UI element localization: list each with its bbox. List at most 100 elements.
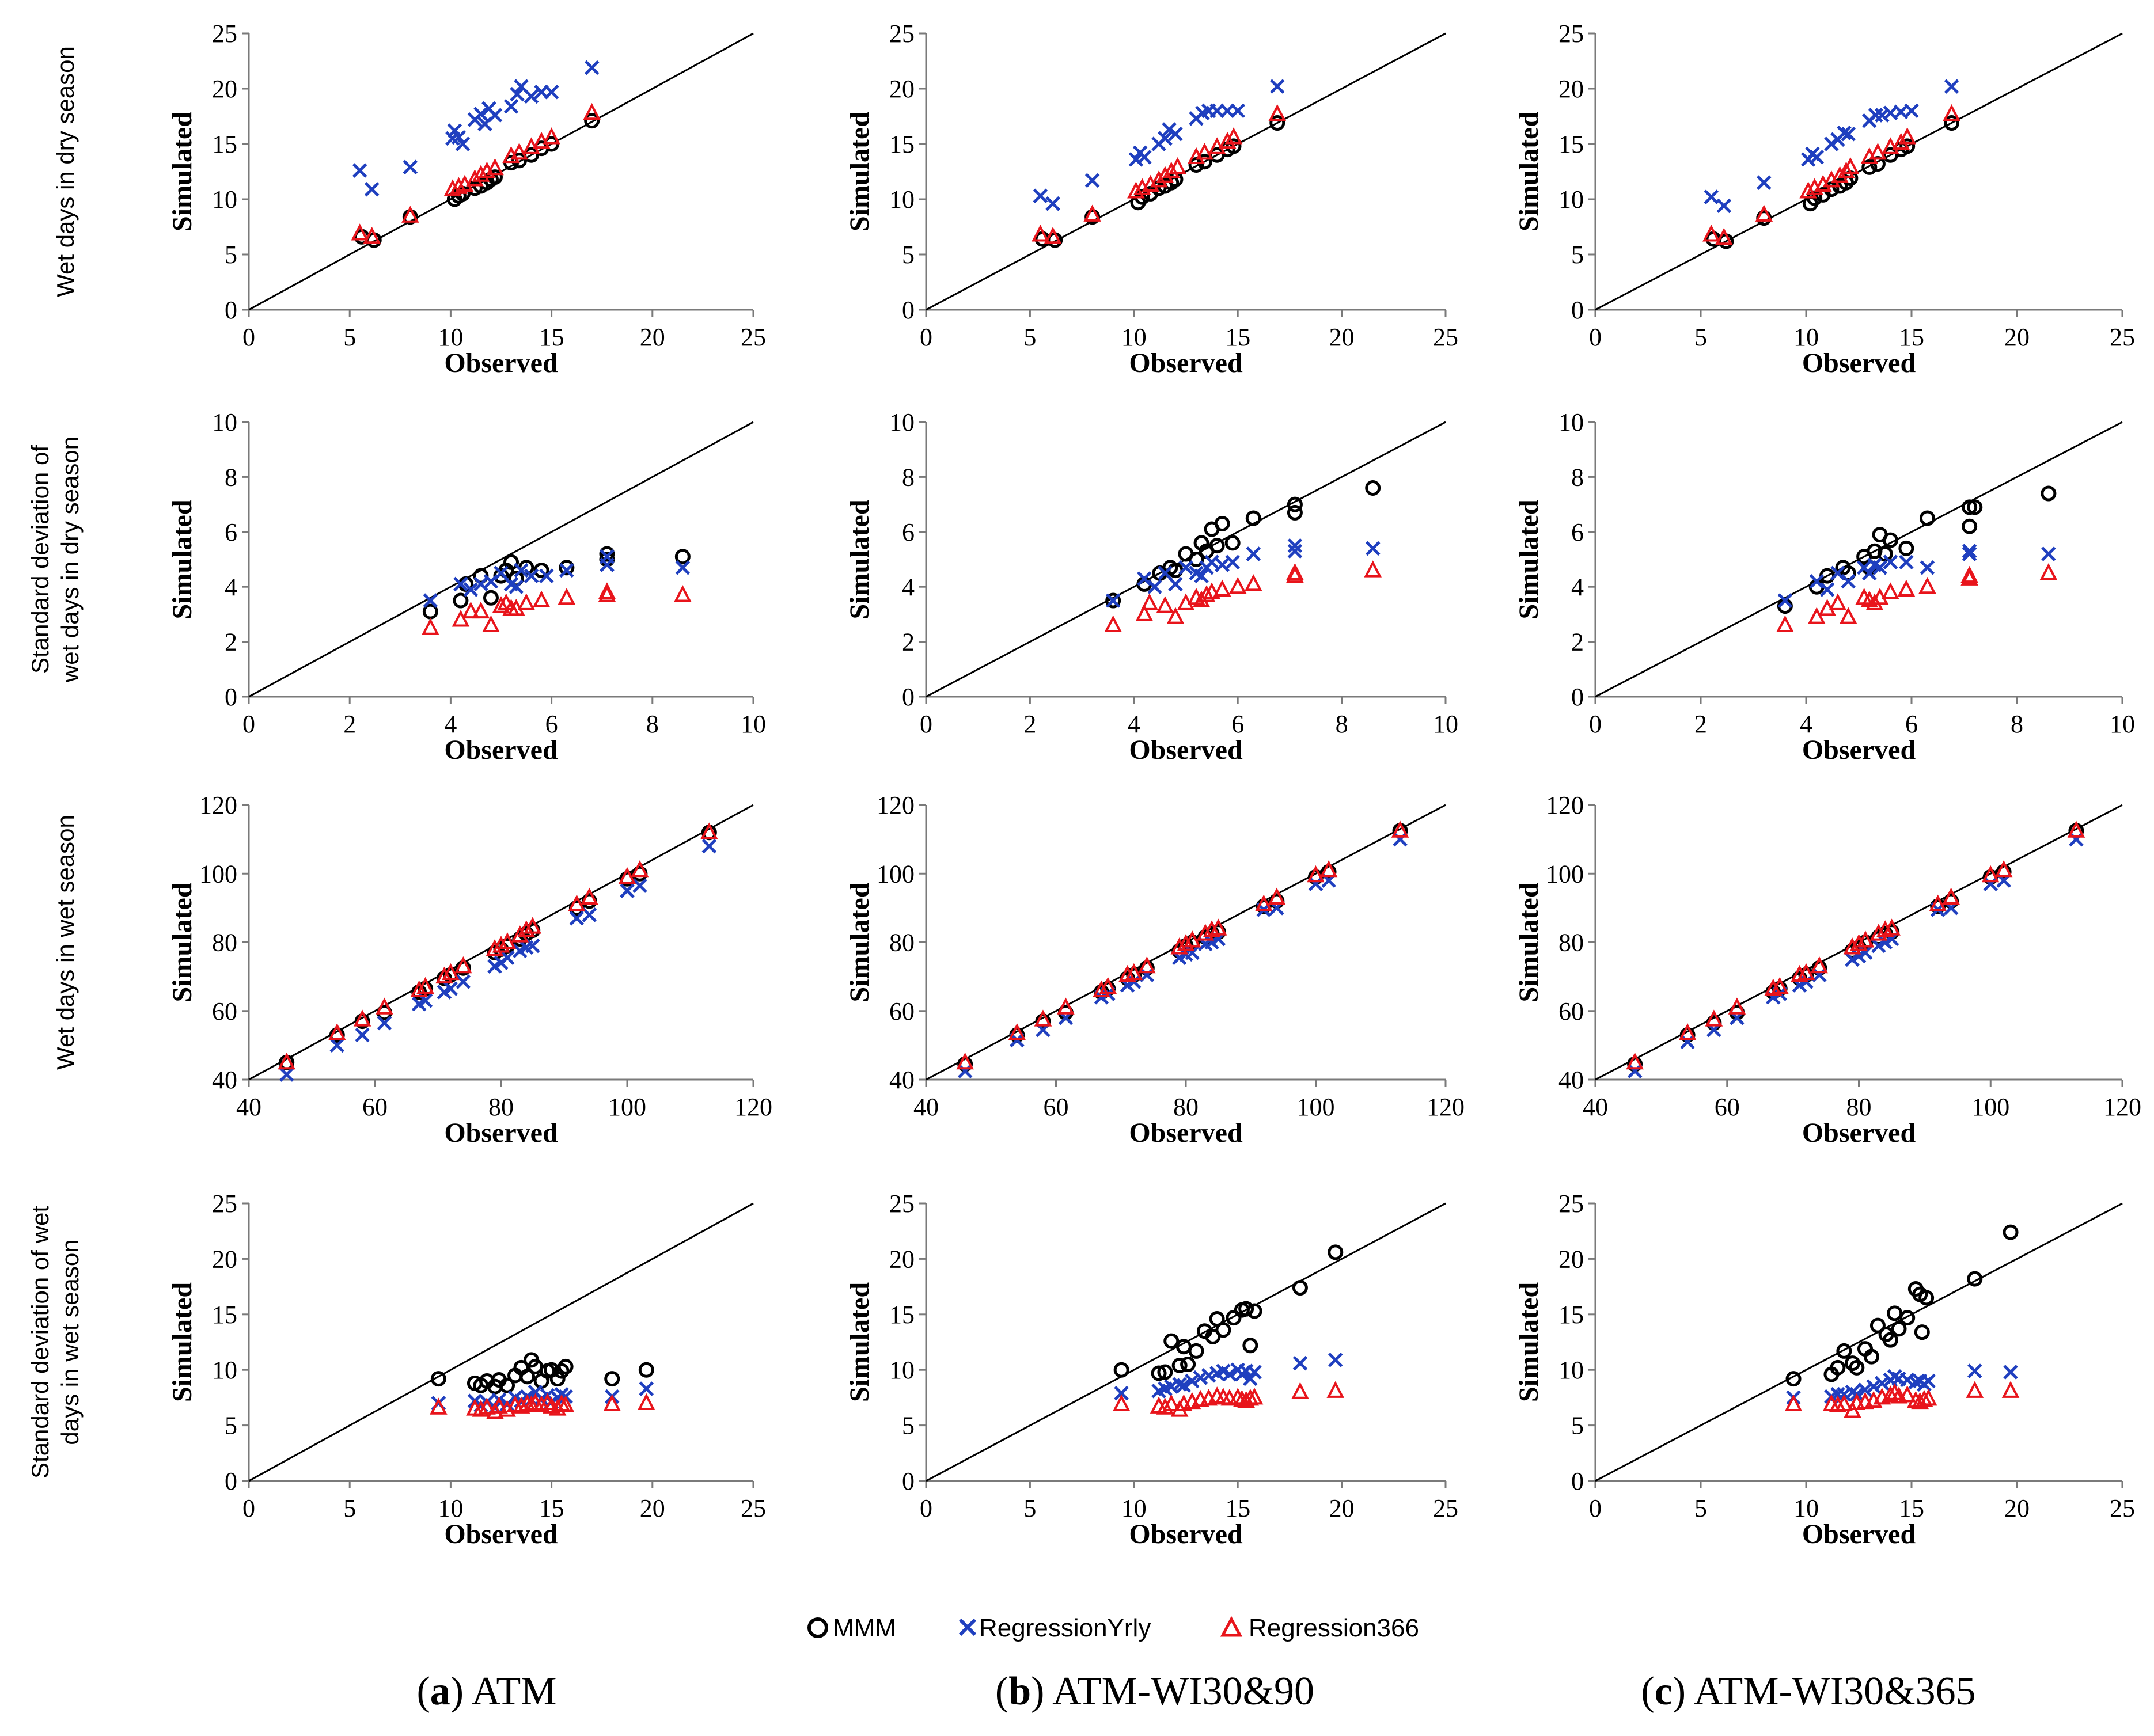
- y-tick-label: 60: [1558, 997, 1584, 1025]
- point-regressionyrly: [1243, 1371, 1258, 1386]
- x-tick-label: 25: [1433, 323, 1458, 351]
- point-regressionyrly: [509, 579, 524, 594]
- point-regression366: [1268, 887, 1286, 905]
- point-regression366: [581, 887, 598, 905]
- y-tick-label: 4: [225, 573, 237, 601]
- x-tick-label: 25: [2110, 323, 2135, 351]
- point-regression366: [1218, 131, 1237, 149]
- y-tick-label: 10: [212, 1356, 237, 1384]
- y-tick-label: 0: [225, 296, 237, 324]
- point-regressionyrly: [1866, 1379, 1881, 1394]
- point-mmm: [1256, 898, 1272, 914]
- point-regression366: [1209, 918, 1227, 936]
- series-regressionyrly: [1105, 538, 1381, 608]
- point-regression366: [1705, 1009, 1723, 1027]
- y-tick-label: 2: [902, 628, 915, 656]
- point-regressionyrly: [1185, 1373, 1200, 1389]
- point-regression366: [1981, 865, 2000, 883]
- x-tick-label: 15: [539, 1494, 564, 1522]
- row-label-0: Wet days in dry season: [52, 46, 79, 297]
- x-tick-label: 20: [1329, 1494, 1355, 1522]
- point-regression366: [510, 143, 528, 160]
- y-tick-label: 10: [889, 185, 915, 214]
- point-mmm: [1944, 115, 1960, 131]
- series-regressionyrly: [423, 549, 691, 608]
- x-tick-label: 10: [1793, 1494, 1819, 1522]
- point-regression366: [1856, 930, 1875, 948]
- point-regression366: [1364, 560, 1382, 578]
- y-tick-label: 80: [889, 929, 915, 957]
- point-regression366: [1837, 161, 1855, 178]
- point-regression366: [1169, 157, 1186, 174]
- point-mmm: [1877, 546, 1893, 562]
- x-tick-label: 100: [1971, 1093, 2009, 1121]
- point-regression366: [1898, 1385, 1916, 1403]
- point-regression366: [490, 1396, 508, 1414]
- point-regression366: [956, 1052, 974, 1070]
- point-mmm: [1365, 480, 1381, 496]
- point-regressionyrly: [1247, 1365, 1262, 1380]
- point-mmm: [1321, 864, 1337, 880]
- point-regression366: [700, 822, 718, 839]
- scatter-panel-r1-c1: 0 2 4 6 8 10 0 2 4 6 8 10 Observed Simulated: [844, 408, 1458, 765]
- point-mmm: [584, 113, 600, 129]
- point-regressionyrly: [1230, 103, 1245, 119]
- x-tick-label: 0: [920, 1494, 932, 1522]
- x-tick-label: 5: [343, 323, 356, 351]
- point-regression366: [472, 601, 490, 619]
- point-regression366: [351, 223, 369, 241]
- y-axis-title: Simulated: [167, 1282, 198, 1402]
- point-mmm: [1785, 1371, 1802, 1387]
- point-regression366: [1197, 585, 1216, 602]
- point-regressionyrly: [1874, 108, 1890, 123]
- y-axis-title: Simulated: [1514, 499, 1544, 619]
- point-mmm: [1035, 1013, 1051, 1030]
- y-tick-label: 120: [1546, 791, 1584, 819]
- series-regression366: [1776, 563, 2058, 632]
- point-mmm: [455, 960, 471, 976]
- point-mmm: [549, 1371, 566, 1387]
- y-tick-label: 20: [889, 75, 915, 103]
- point-regression366: [1918, 576, 1936, 594]
- point-regression366: [1843, 937, 1861, 955]
- point-mmm: [1836, 1343, 1852, 1359]
- y-tick-label: 2: [1571, 628, 1584, 656]
- point-regressionyrly: [473, 107, 488, 121]
- series-regression366: [1104, 560, 1382, 632]
- point-mmm: [1891, 1321, 1907, 1337]
- point-mmm: [503, 554, 519, 570]
- point-regressionyrly: [1627, 1063, 1643, 1078]
- point-regression366: [1196, 924, 1215, 941]
- x-tick-label: 10: [1433, 710, 1458, 738]
- point-regressionyrly: [352, 163, 367, 178]
- point-regression366: [517, 920, 536, 937]
- point-regression366: [1156, 166, 1174, 183]
- x-axis-title: Observed: [1802, 348, 1916, 378]
- point-mmm: [1930, 898, 1946, 914]
- point-regressionyrly: [1287, 544, 1303, 559]
- point-regressionyrly: [957, 1063, 973, 1078]
- point-regression366: [1966, 1381, 1984, 1398]
- point-regression366: [1203, 582, 1221, 599]
- row-labels: Wet days in dry season Standard deviation…: [26, 46, 84, 1479]
- point-regressionyrly: [1777, 593, 1793, 608]
- x-tick-label: 5: [343, 1494, 356, 1522]
- point-regression366: [353, 1009, 371, 1027]
- scatter-panel-r0-c1: 0 5 10 15 20 25 0 5 10 15 20 25 Observed Simulated: [844, 20, 1458, 378]
- point-regressionyrly: [355, 1027, 370, 1043]
- point-regression366: [1869, 924, 1888, 941]
- point-regressionyrly: [1858, 945, 1873, 960]
- y-tick-label: 5: [1571, 1412, 1584, 1440]
- x-axis-title: Observed: [1802, 1118, 1916, 1148]
- point-mmm: [1830, 1359, 1846, 1376]
- point-regressionyrly: [1830, 565, 1845, 581]
- point-regressionyrly: [639, 1381, 654, 1396]
- point-regressionyrly: [1716, 198, 1732, 214]
- point-regression366: [1083, 204, 1101, 222]
- point-regressionyrly: [487, 108, 503, 123]
- point-regressionyrly: [524, 568, 539, 583]
- point-mmm: [1861, 159, 1878, 175]
- x-tick-label: 6: [545, 710, 558, 738]
- y-tick-label: 20: [212, 1245, 237, 1273]
